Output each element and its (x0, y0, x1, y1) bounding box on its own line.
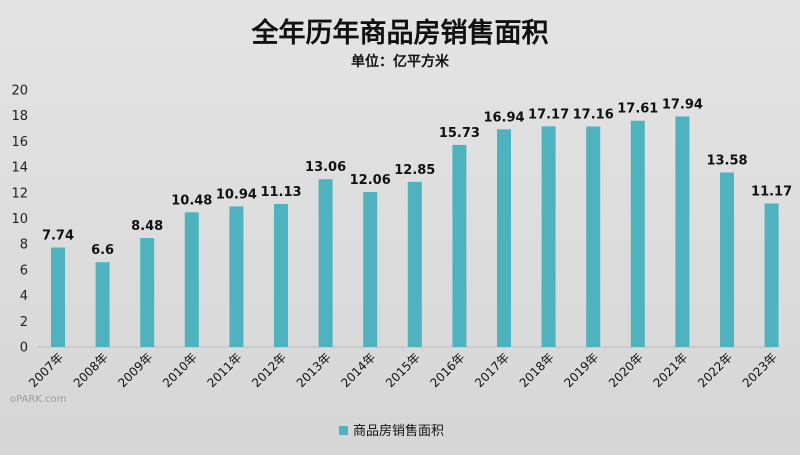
data-label: 17.17 (528, 107, 569, 122)
y-tick-label: 20 (11, 84, 28, 99)
y-tick-label: 16 (11, 135, 28, 150)
x-tick-label: 2012年 (249, 350, 289, 390)
bar (720, 172, 734, 347)
data-label: 11.13 (260, 185, 301, 200)
data-label: 15.73 (439, 126, 480, 141)
y-tick-label: 10 (11, 212, 28, 227)
bar (630, 120, 645, 347)
bar (407, 181, 422, 347)
data-label: 12.06 (350, 173, 391, 188)
chart-subtitle: 单位：亿平方米 (351, 53, 450, 70)
x-axis-labels: 2007年 2008年 2009年 2010年 2011年 2012年 2013年 2014年… (26, 350, 780, 390)
x-tick-label: 2007年 (26, 350, 66, 390)
x-tick-label: 2018年 (517, 350, 557, 390)
data-label: 17.61 (617, 102, 658, 117)
data-label: 13.58 (706, 153, 747, 168)
data-label: 8.48 (131, 219, 163, 234)
legend: 商品房销售面积 (339, 423, 444, 439)
y-tick-label: 0 (20, 341, 28, 356)
y-tick-label: 18 (11, 109, 28, 124)
x-tick-label: 2023年 (740, 350, 780, 390)
x-tick-label: 2020年 (606, 350, 646, 390)
data-label: 6.6 (91, 243, 114, 258)
bar (497, 129, 511, 347)
bar (452, 144, 467, 347)
data-label: 17.94 (662, 97, 703, 112)
data-label: 7.74 (42, 229, 74, 244)
y-tick-label: 6 (20, 263, 28, 278)
x-tick-label: 2015年 (383, 350, 423, 390)
data-label: 10.48 (171, 193, 212, 208)
x-tick-label: 2008年 (71, 350, 111, 390)
bars (51, 116, 779, 347)
x-tick-label: 2009年 (115, 350, 155, 390)
legend-label: 商品房销售面积 (353, 423, 444, 439)
x-tick-label: 2019年 (561, 350, 601, 390)
data-label: 11.17 (751, 184, 792, 199)
data-label: 17.16 (573, 107, 614, 122)
x-tick-label: 2021年 (651, 350, 691, 390)
bar (318, 179, 333, 347)
y-tick-label: 14 (11, 161, 28, 176)
bar (541, 126, 556, 347)
bar (184, 212, 199, 347)
bar (95, 262, 110, 347)
data-label: 16.94 (483, 110, 524, 125)
x-tick-label: 2010年 (160, 350, 200, 390)
y-axis: 0 2 4 6 8 10 12 14 16 18 20 (11, 84, 775, 356)
y-tick-label: 8 (20, 238, 28, 253)
x-tick-label: 2014年 (338, 350, 378, 390)
data-label: 12.85 (394, 163, 435, 178)
bar (586, 126, 601, 347)
chart-title: 全年历年商品房销售面积 (251, 17, 549, 49)
data-label: 13.06 (305, 160, 346, 175)
data-labels: 7.74 6.6 8.48 10.48 10.94 11.13 13.06 12.0612.8… (42, 97, 792, 258)
bar (764, 203, 779, 347)
x-tick-label: 2016年 (428, 350, 468, 390)
y-tick-label: 2 (20, 315, 28, 330)
y-tick-label: 12 (11, 186, 28, 201)
bar (274, 203, 288, 347)
data-label: 10.94 (216, 187, 257, 202)
legend-swatch (339, 426, 348, 435)
bar (363, 192, 378, 347)
watermark: oPARK.com (10, 394, 66, 405)
bar (229, 206, 244, 347)
y-tick-label: 4 (20, 289, 28, 304)
bar (675, 116, 690, 347)
x-tick-label: 2013年 (294, 350, 334, 390)
x-tick-label: 2011年 (205, 350, 245, 390)
x-tick-label: 2017年 (472, 350, 512, 390)
x-tick-label: 2022年 (695, 350, 735, 390)
bar (51, 247, 65, 347)
bar (140, 238, 155, 347)
